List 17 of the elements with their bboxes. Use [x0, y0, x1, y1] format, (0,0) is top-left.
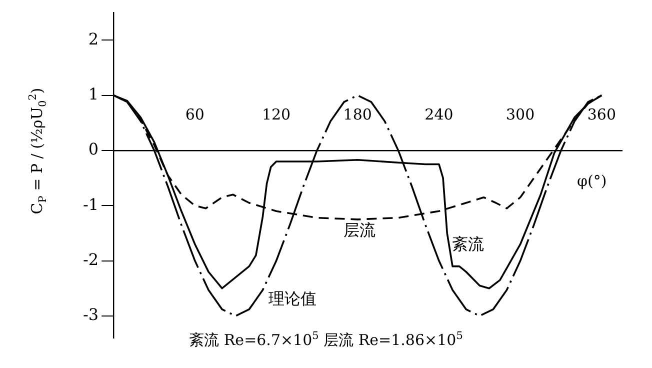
y-tick-label: -3 — [82, 305, 99, 324]
y-tick-label: -1 — [82, 194, 99, 214]
x-tick-label: 120 — [262, 105, 291, 124]
x-tick-label: 180 — [343, 105, 372, 124]
series-label: 紊流 — [452, 234, 484, 254]
annotation: 紊流 Re=6.7×10$^{5}$ 层流 Re=1.86×10$^{5}$ — [188, 330, 464, 350]
x-tick-label: 360 — [587, 105, 616, 124]
y-tick-label: -2 — [82, 250, 99, 269]
series-label: 层流 — [344, 220, 376, 240]
x-axis-title: φ(°) — [577, 172, 607, 190]
x-tick-label: 300 — [506, 105, 535, 124]
x-tick-label: 60 — [185, 105, 204, 124]
x-tick-label: 240 — [424, 105, 454, 124]
series-label: 理论值 — [268, 289, 317, 308]
y-tick-label: 0 — [88, 140, 99, 159]
y-tick-label: 2 — [88, 29, 99, 48]
y-tick-label: 1 — [88, 84, 99, 104]
